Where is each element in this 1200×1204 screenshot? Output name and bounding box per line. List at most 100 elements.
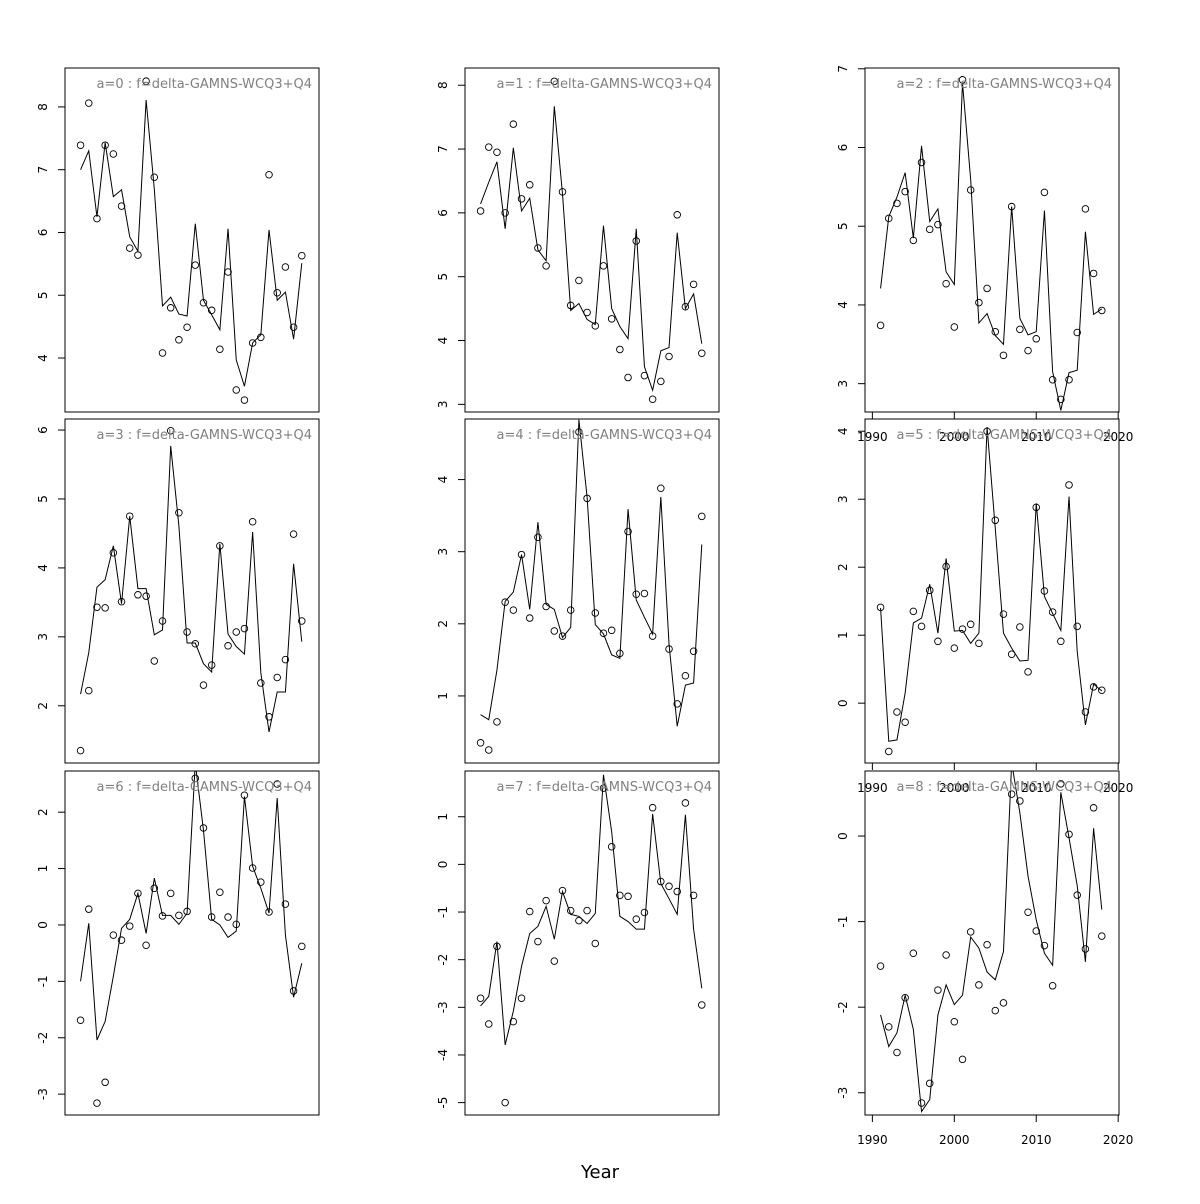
data-point (183, 323, 191, 332)
data-point (248, 339, 257, 347)
y-tick-label: 3 (836, 380, 850, 388)
data-point (1007, 790, 1016, 798)
data-point (942, 562, 950, 571)
y-tick-label: 0 (36, 921, 50, 929)
data-point (93, 1099, 101, 1107)
data-point (298, 942, 306, 951)
y-tick-label: -1 (36, 975, 50, 987)
data-point (558, 886, 567, 895)
fit-line (880, 427, 1103, 742)
data-point (1098, 686, 1106, 695)
data-point (183, 628, 191, 636)
data-point (1065, 830, 1073, 839)
y-tick-label: -3 (836, 1087, 850, 1099)
data-point (191, 639, 200, 648)
data-point (657, 877, 665, 886)
data-point (175, 509, 183, 517)
data-point (265, 713, 273, 721)
data-point (550, 957, 559, 965)
data-point (485, 143, 493, 151)
data-point (298, 617, 306, 625)
x-tick-label: 2010 (1021, 430, 1052, 444)
y-tick-label: 0 (436, 861, 450, 869)
data-point (125, 922, 134, 930)
data-point (216, 888, 224, 896)
data-point (1073, 622, 1081, 631)
data-point (257, 333, 265, 342)
panel (876, 771, 1106, 1113)
data-point (1098, 932, 1106, 940)
data-point (199, 299, 208, 307)
data-point (1024, 346, 1032, 355)
data-point (109, 150, 118, 158)
panel-title: a=7 : f=delta-GAMNS-WCQ3+Q4 (497, 780, 713, 795)
data-point (665, 352, 673, 361)
y-tick-label: 3 (836, 495, 850, 503)
data-point (109, 931, 118, 939)
y-tick-label: 1 (436, 692, 450, 700)
data-point (640, 589, 649, 598)
plot-frame (64, 67, 320, 413)
data-point (673, 887, 681, 896)
x-tick-label: 2000 (939, 781, 970, 795)
x-tick-label: 2020 (1103, 1133, 1134, 1147)
data-point (599, 784, 608, 792)
data-point (534, 533, 542, 542)
data-point (901, 718, 909, 726)
data-point (698, 349, 706, 358)
data-point (893, 199, 901, 208)
data-point (901, 994, 909, 1002)
data-point (1007, 650, 1016, 658)
data-point (1032, 503, 1040, 512)
panel-title: a=1 : f=delta-GAMNS-WCQ3+Q4 (497, 77, 713, 92)
data-point (876, 603, 885, 612)
data-point (158, 912, 167, 920)
data-point (983, 284, 991, 293)
data-point (909, 607, 918, 616)
data-point (232, 920, 240, 929)
data-point (909, 949, 918, 958)
data-point (1057, 395, 1065, 404)
data-point (175, 336, 183, 344)
data-point (166, 889, 175, 898)
y-tick-label: 4 (436, 476, 450, 484)
data-point (1057, 637, 1065, 646)
data-point (550, 627, 559, 635)
x-tick-label: 2020 (1103, 430, 1134, 444)
data-point (1016, 797, 1024, 805)
data-point (76, 1016, 85, 1025)
data-point (1007, 202, 1016, 211)
data-point (1089, 683, 1098, 691)
y-tick-label: -4 (436, 1049, 450, 1061)
data-point (501, 1098, 509, 1107)
data-point (85, 905, 93, 913)
data-point (591, 939, 600, 948)
data-point (942, 279, 950, 288)
data-point (893, 1048, 901, 1057)
data-point (501, 598, 509, 606)
data-point (566, 906, 575, 915)
data-point (885, 214, 893, 223)
data-point (298, 251, 306, 260)
data-point (632, 590, 640, 598)
data-point (648, 632, 657, 640)
data-point (934, 220, 942, 229)
data-point (542, 602, 550, 611)
data-point (1048, 375, 1057, 384)
data-point (909, 236, 918, 245)
data-point (1081, 205, 1090, 213)
data-point (216, 542, 224, 550)
data-point (240, 791, 249, 799)
data-point (1098, 306, 1106, 315)
data-point (876, 321, 885, 330)
plot-frame (64, 418, 320, 764)
data-point (183, 907, 191, 916)
data-point (125, 244, 134, 252)
data-point (885, 747, 893, 756)
data-point (248, 517, 257, 526)
data-point (632, 915, 640, 923)
data-point (134, 251, 142, 259)
data-point (591, 322, 600, 330)
data-point (93, 214, 101, 223)
y-tick-label: -3 (36, 1088, 50, 1100)
